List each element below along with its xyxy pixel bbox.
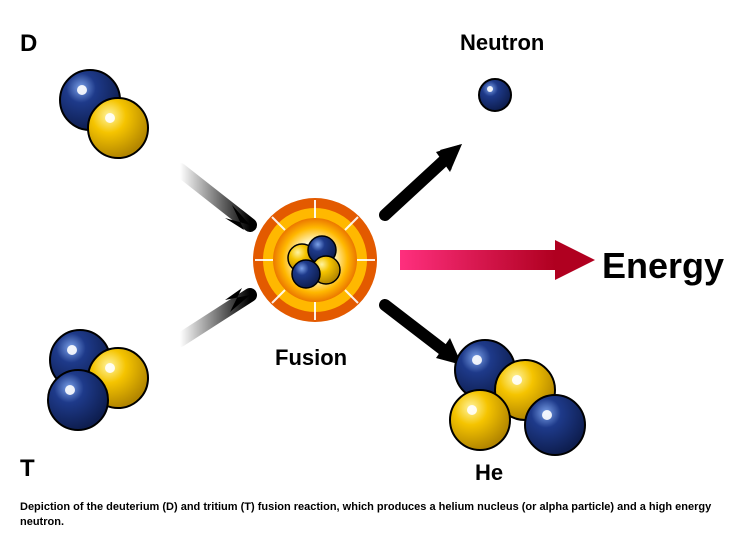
arrow-out-bot — [385, 305, 462, 365]
energy-arrow — [400, 240, 595, 280]
diagram-stage: D T Neutron He Fusion Energy — [0, 0, 750, 536]
caption-text: Depiction of the deuterium (D) and triti… — [20, 500, 730, 530]
free-neutron — [479, 79, 511, 111]
arrow-in-top — [180, 170, 250, 230]
arrow-in-bot — [180, 288, 250, 340]
arrow-out-top — [385, 144, 462, 215]
tritium-cluster — [48, 330, 148, 430]
helium-cluster — [450, 340, 585, 455]
deuterium-cluster — [60, 70, 148, 158]
diagram-svg — [0, 0, 750, 536]
